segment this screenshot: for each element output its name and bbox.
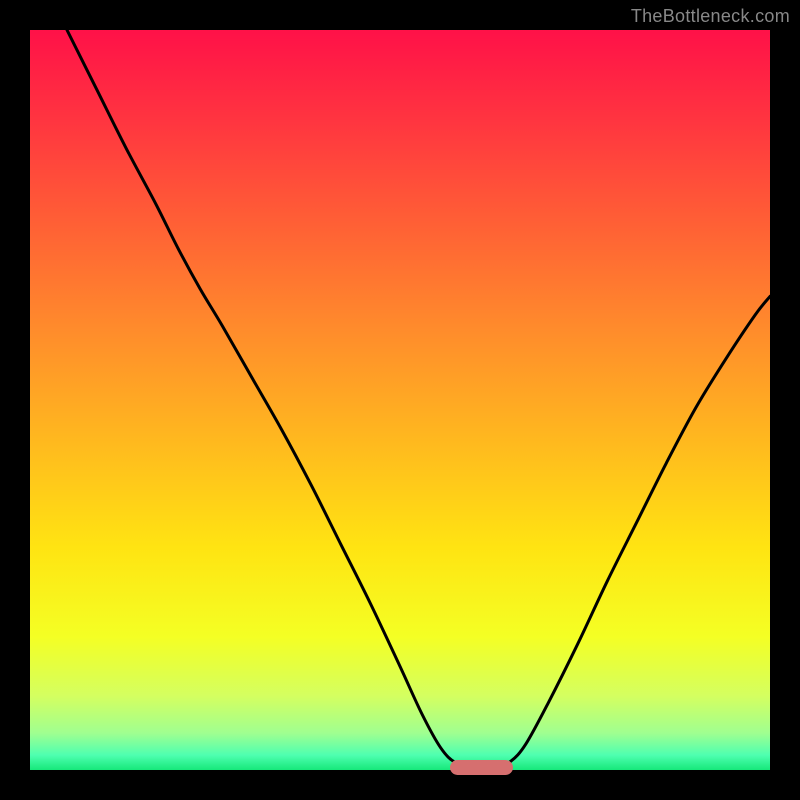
- bottleneck-curve: [67, 30, 770, 768]
- plot-area: [30, 30, 770, 770]
- optimum-marker: [450, 760, 513, 775]
- watermark-text: TheBottleneck.com: [631, 6, 790, 27]
- curve-svg: [30, 30, 770, 770]
- chart-container: TheBottleneck.com: [0, 0, 800, 800]
